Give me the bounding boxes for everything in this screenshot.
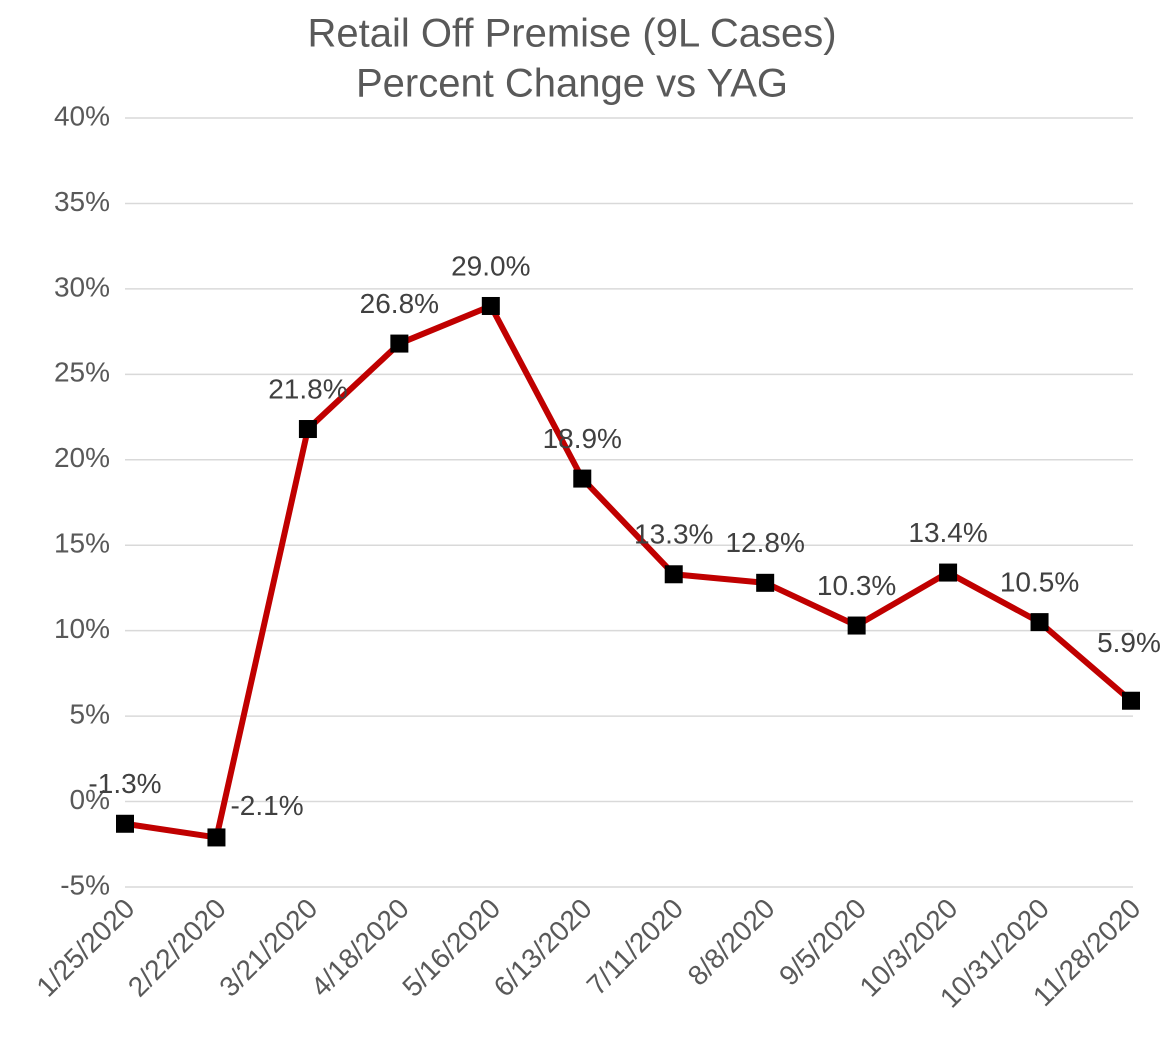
x-tick-label: 3/21/2020	[213, 893, 323, 1003]
data-label: 12.8%	[725, 527, 804, 558]
y-tick-label: 30%	[54, 271, 110, 302]
marker	[481, 296, 500, 315]
marker	[116, 814, 134, 833]
data-label: -2.1%	[230, 790, 303, 821]
series-line	[124, 302, 1133, 841]
data-label: 13.4%	[908, 517, 987, 548]
marker	[847, 616, 866, 635]
x-tick-label: 2/22/2020	[122, 893, 232, 1003]
data-label: 18.9%	[543, 423, 622, 454]
marker	[298, 420, 317, 439]
marker	[664, 565, 683, 584]
y-tick-label: 40%	[54, 100, 110, 131]
data-label: -1.3%	[88, 768, 161, 799]
marker	[939, 563, 958, 582]
y-tick-label: 25%	[54, 357, 110, 388]
x-tick-label: 6/13/2020	[488, 893, 598, 1003]
y-tick-label: -5%	[60, 869, 110, 900]
x-tick-label: 4/18/2020	[305, 893, 415, 1003]
x-tick-label: 8/8/2020	[682, 893, 781, 992]
y-tick-label: 15%	[54, 528, 110, 559]
data-label: 21.8%	[268, 373, 347, 404]
y-tick-label: 0%	[70, 784, 110, 815]
marker	[207, 828, 226, 847]
marker	[1030, 613, 1049, 632]
data-label: 10.5%	[1000, 567, 1079, 598]
x-tick-label: 7/11/2020	[581, 893, 690, 1002]
data-label: 29.0%	[451, 250, 530, 281]
marker	[1122, 691, 1140, 710]
y-tick-label: 20%	[54, 442, 110, 473]
x-tick-label: 5/16/2020	[396, 893, 506, 1003]
y-tick-label: 5%	[70, 699, 110, 730]
data-label: 10.3%	[817, 570, 896, 601]
chart-title: Percent Change vs YAG	[356, 62, 788, 106]
marker	[756, 573, 775, 592]
data-label: 13.3%	[634, 519, 713, 550]
data-label: 5.9%	[1097, 627, 1161, 658]
y-tick-label: 35%	[54, 186, 110, 217]
marker	[573, 469, 592, 488]
marker	[390, 334, 409, 353]
y-tick-label: 10%	[54, 613, 110, 644]
chart-title: Retail Off Premise (9L Cases)	[307, 12, 836, 56]
data-label: 26.8%	[360, 288, 439, 319]
x-tick-label: 1/25/2020	[30, 893, 140, 1003]
